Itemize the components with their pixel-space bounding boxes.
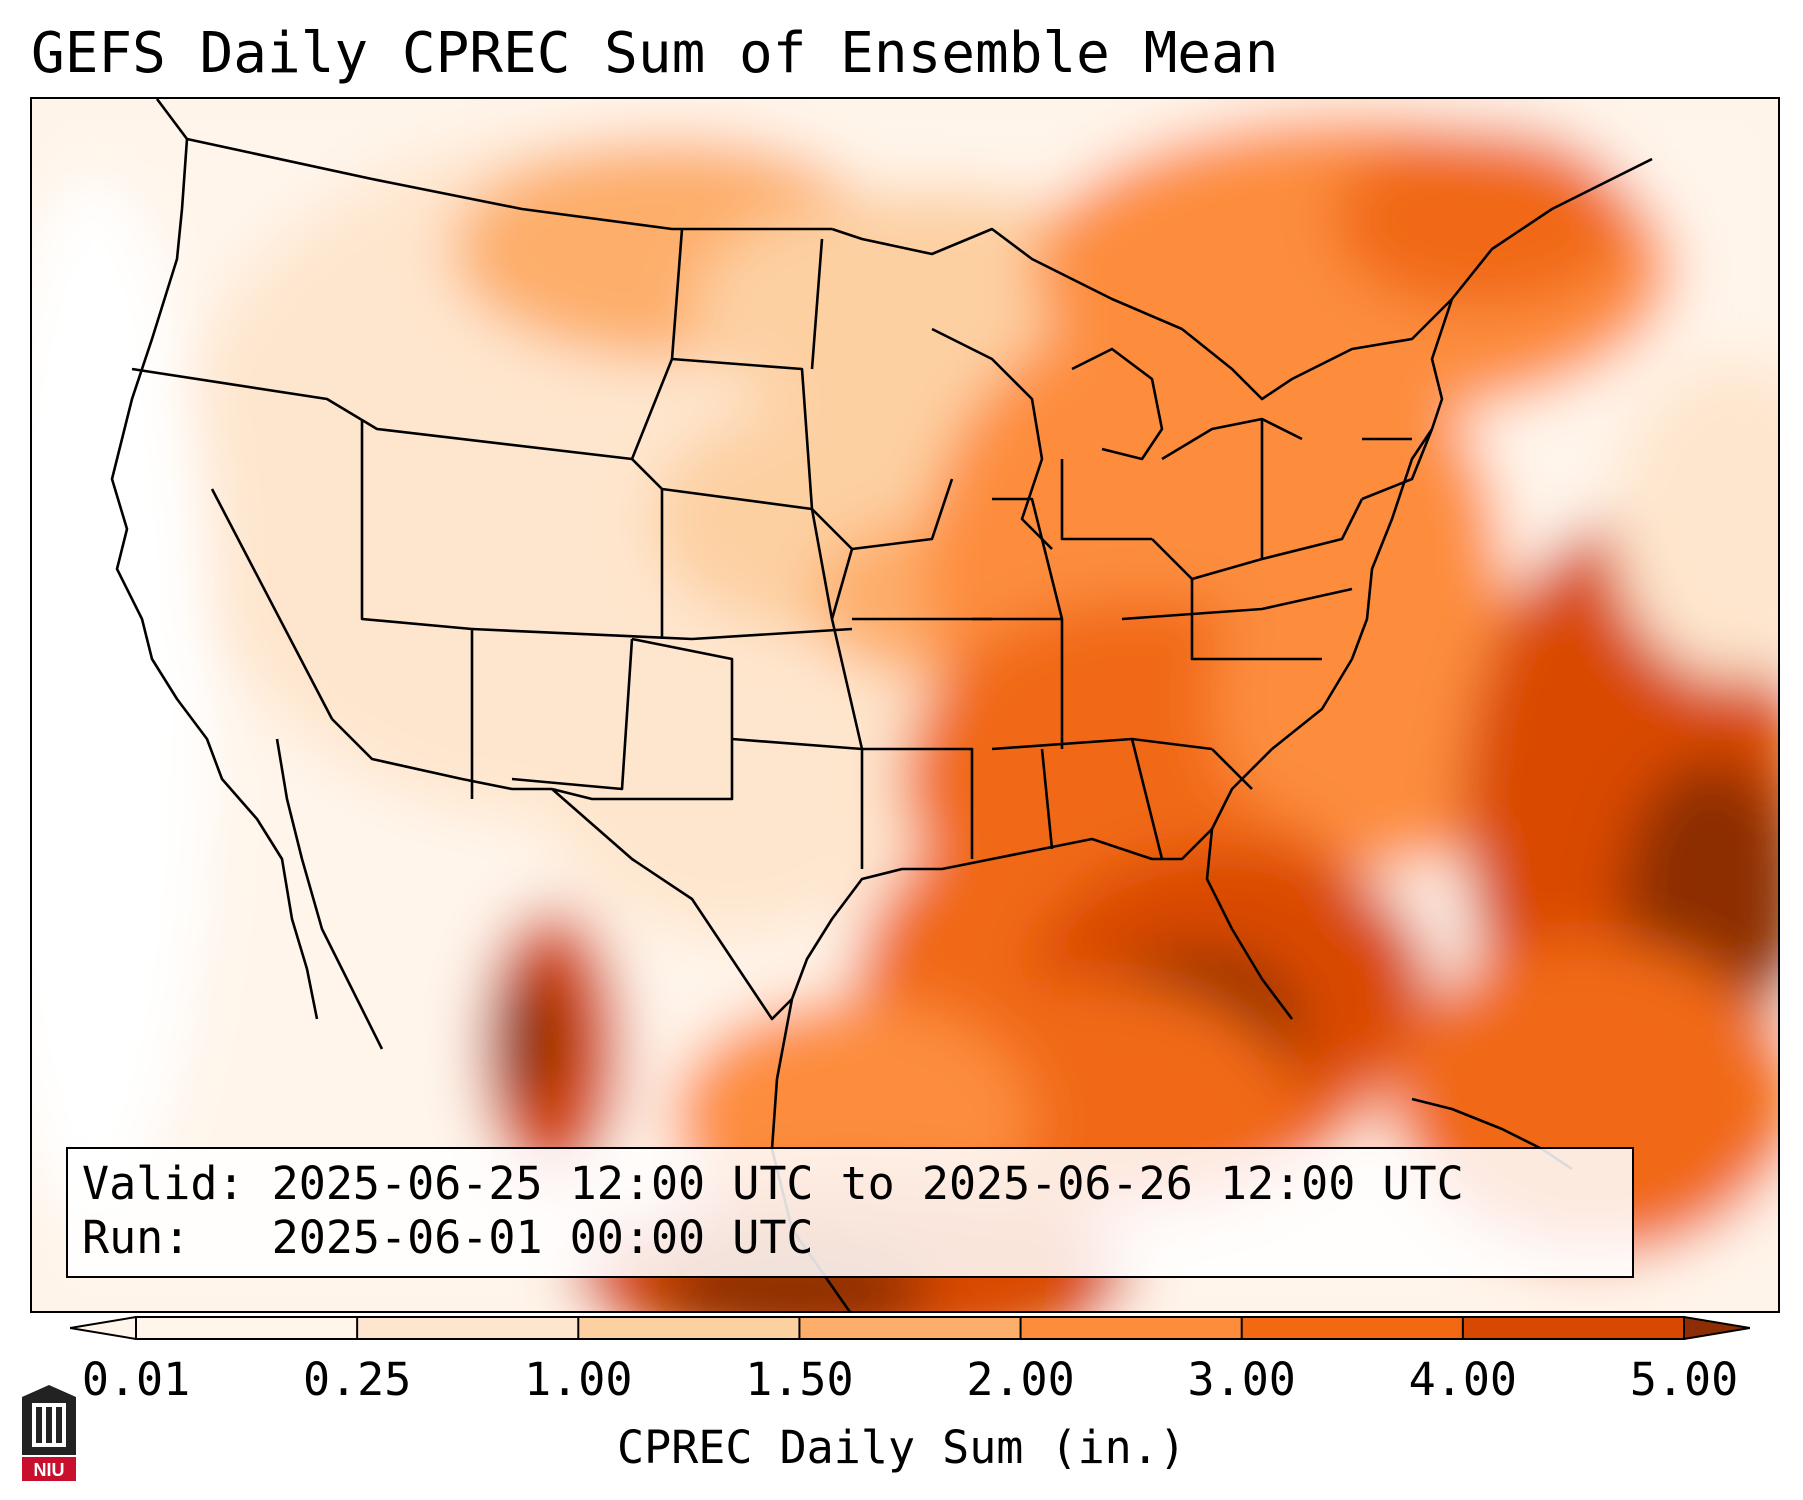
colorbar-segment bbox=[578, 1317, 800, 1339]
colorbar-tick-label: 3.00 bbox=[1187, 1353, 1296, 1406]
colorbar-label: CPREC Daily Sum (in.) bbox=[617, 1421, 1186, 1474]
colorbar-tick-label: 2.00 bbox=[966, 1353, 1075, 1406]
colorbar-segment bbox=[1020, 1317, 1243, 1339]
colorbar-tick-label: 5.00 bbox=[1629, 1353, 1739, 1406]
precip-field bbox=[32, 99, 1778, 1311]
colorbar-segment bbox=[1462, 1317, 1685, 1339]
colorbar-tick-label: 1.50 bbox=[745, 1353, 854, 1406]
colorbar-segment bbox=[357, 1317, 579, 1339]
colorbar-segment bbox=[1241, 1317, 1464, 1339]
run-label: Run: bbox=[82, 1211, 191, 1264]
colorbar-segment bbox=[136, 1317, 358, 1339]
valid-label: Valid: bbox=[82, 1157, 245, 1210]
valid-time-range: 2025-06-25 12:00 UTC to 2025-06-26 12:00… bbox=[271, 1157, 1464, 1210]
colorbar-tick-label: 0.25 bbox=[302, 1353, 412, 1406]
colorbar-tick-label: 0.01 bbox=[81, 1353, 191, 1406]
colorbar bbox=[70, 1316, 1750, 1340]
colorbar-upper-extension bbox=[1683, 1316, 1750, 1340]
run-time: 2025-06-01 00:00 UTC bbox=[271, 1211, 814, 1264]
political-boundaries bbox=[110, 99, 1653, 1311]
colorbar-segment bbox=[799, 1317, 1022, 1339]
valid-run-info-box: Valid: 2025-06-25 12:00 UTC to 2025-06-2… bbox=[66, 1147, 1634, 1278]
map-panel bbox=[30, 97, 1780, 1313]
precipitation-map bbox=[32, 99, 1778, 1311]
colorbar-tick-label: 1.00 bbox=[524, 1353, 633, 1406]
niu-logo: NIU bbox=[22, 1385, 76, 1481]
map-title: GEFS Daily CPREC Sum of Ensemble Mean bbox=[31, 21, 1279, 86]
colorbar-lower-extension bbox=[70, 1316, 137, 1340]
colorbar-tick-label: 4.00 bbox=[1408, 1353, 1518, 1406]
niu-logo-text: NIU bbox=[34, 1460, 65, 1480]
